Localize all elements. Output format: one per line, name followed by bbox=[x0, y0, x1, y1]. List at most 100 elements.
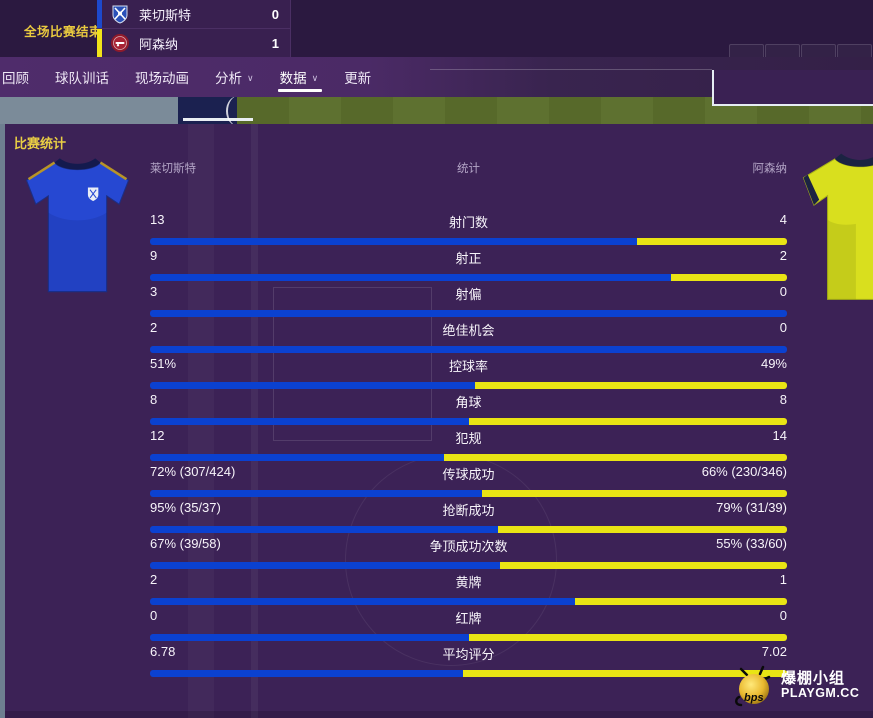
stat-bar-home-segment bbox=[150, 274, 672, 281]
nav-tab-数据[interactable]: 数据 ∨ bbox=[277, 57, 322, 97]
match-status-label: 全场比赛结束 bbox=[24, 25, 103, 39]
stat-comparison-bar bbox=[150, 598, 787, 605]
stat-label: 抢断成功 bbox=[442, 503, 495, 518]
stat-bar-home-segment bbox=[150, 562, 500, 569]
stat-label: 红牌 bbox=[455, 611, 482, 626]
stat-away-value: 7.02 bbox=[761, 644, 787, 659]
watermark-ball-icon: bps bbox=[735, 665, 771, 707]
watermark-name: 爆棚小组 bbox=[781, 669, 846, 687]
home-team-badge-icon bbox=[112, 5, 128, 24]
stat-home-value: 0 bbox=[150, 608, 158, 623]
stat-away-value: 49% bbox=[760, 356, 787, 371]
stat-row: 2 黄牌 1 bbox=[150, 572, 787, 608]
stat-label: 黄牌 bbox=[455, 575, 482, 590]
stat-comparison-bar bbox=[150, 490, 787, 497]
watermark-logo: bps 爆棚小组 PLAYGM.CC bbox=[733, 663, 859, 709]
stat-bar-away-segment bbox=[462, 670, 787, 677]
away-team-badge-icon bbox=[111, 34, 129, 52]
nav-tab-label: 回顾 bbox=[2, 71, 29, 86]
top-score-bar: 全场比赛结束 莱切斯特 0 阿森纳 bbox=[0, 0, 873, 66]
chevron-down-icon: ∨ bbox=[311, 72, 319, 83]
stat-away-value: 4 bbox=[779, 212, 787, 227]
stats-header-row: 莱切斯特 统计 阿森纳 bbox=[150, 160, 787, 176]
away-team-score: 1 bbox=[271, 35, 279, 51]
stat-comparison-bar bbox=[150, 454, 787, 461]
nav-tab-label: 更新 bbox=[344, 71, 372, 86]
away-team-name: 阿森纳 bbox=[139, 36, 179, 52]
stat-away-value: 14 bbox=[772, 428, 787, 443]
scoreboard-divider bbox=[290, 0, 291, 57]
stat-away-value: 2 bbox=[779, 248, 787, 263]
stat-bar-home-segment bbox=[150, 670, 463, 677]
stat-bar-away-segment bbox=[637, 238, 787, 245]
nav-tab-label: 分析 bbox=[215, 71, 242, 86]
stat-away-value: 79% (31/39) bbox=[716, 500, 787, 515]
away-column-header: 阿森纳 bbox=[752, 163, 788, 175]
stat-comparison-bar bbox=[150, 670, 787, 677]
panel-bottom-shade bbox=[5, 711, 873, 718]
stat-label: 射正 bbox=[455, 251, 482, 266]
stat-home-value: 2 bbox=[150, 320, 158, 335]
nav-tab-label: 现场动画 bbox=[135, 71, 189, 86]
stat-bar-away-segment bbox=[497, 526, 787, 533]
stat-bar-home-segment bbox=[150, 634, 469, 641]
stat-home-value: 12 bbox=[150, 428, 165, 443]
stat-away-value: 1 bbox=[779, 572, 787, 587]
stat-home-value: 3 bbox=[150, 284, 158, 299]
svg-text:bps: bps bbox=[744, 692, 764, 704]
stat-row: 6.78 平均评分 7.02 bbox=[150, 644, 787, 680]
pitch-penalty-box-showthrough bbox=[273, 287, 432, 441]
nav-tab-球队训话[interactable]: 球队训话 bbox=[55, 57, 109, 97]
stat-away-value: 8 bbox=[779, 392, 787, 407]
stat-home-value: 2 bbox=[150, 572, 158, 587]
background-panel-outline bbox=[712, 70, 873, 106]
stat-comparison-bar bbox=[150, 634, 787, 641]
stat-label: 角球 bbox=[455, 395, 482, 410]
scoreboard-away-row[interactable]: 阿森纳 1 bbox=[97, 28, 290, 57]
stat-row: 72% (307/424) 传球成功 66% (230/346) bbox=[150, 464, 787, 500]
home-team-score: 0 bbox=[271, 6, 279, 22]
nav-tab-分析[interactable]: 分析 ∨ bbox=[215, 57, 254, 97]
nav-tab-更新[interactable]: 更新 bbox=[344, 57, 371, 97]
stat-home-value: 8 bbox=[150, 392, 158, 407]
stat-bar-home-segment bbox=[150, 310, 787, 317]
stat-home-value: 72% (307/424) bbox=[150, 464, 236, 479]
stat-bar-home-segment bbox=[150, 238, 638, 245]
stadium-stand-background bbox=[0, 97, 178, 124]
stat-bar-away-segment bbox=[468, 634, 787, 641]
stat-home-value: 13 bbox=[150, 212, 165, 227]
stat-row: 2 绝佳机会 0 bbox=[150, 320, 787, 356]
match-stats-panel: 比赛统计 莱切斯特 统计 阿森纳 bbox=[5, 124, 873, 718]
stat-label: 争顶成功次数 bbox=[429, 539, 508, 554]
stat-row: 9 射正 2 bbox=[150, 248, 787, 284]
stat-bar-away-segment bbox=[482, 490, 787, 497]
home-team-shirt bbox=[25, 158, 130, 293]
scoreboard-home-row[interactable]: 莱切斯特 0 bbox=[97, 0, 290, 28]
nav-tab-现场动画[interactable]: 现场动画 bbox=[135, 57, 189, 97]
nav-tab-回顾[interactable]: 回顾 bbox=[2, 57, 29, 97]
stat-row: 12 犯规 14 bbox=[150, 428, 787, 464]
stat-home-value: 95% (35/37) bbox=[150, 500, 221, 515]
pitch-white-line bbox=[183, 118, 253, 121]
stat-comparison-bar bbox=[150, 346, 787, 353]
watermark-url: PLAYGM.CC bbox=[781, 686, 860, 701]
stat-bar-away-segment bbox=[574, 598, 787, 605]
stat-comparison-bar bbox=[150, 526, 787, 533]
stat-home-value: 67% (39/58) bbox=[150, 536, 221, 551]
away-team-shirt bbox=[802, 153, 873, 300]
stat-row: 3 射偏 0 bbox=[150, 284, 787, 320]
background-divider-line bbox=[430, 69, 712, 70]
stat-label: 射偏 bbox=[455, 287, 482, 302]
stat-row: 8 角球 8 bbox=[150, 392, 787, 428]
stat-bar-home-segment bbox=[150, 490, 483, 497]
stat-row: 0 红牌 0 bbox=[150, 608, 787, 644]
nav-tab-label: 数据 bbox=[279, 71, 307, 86]
stat-row: 67% (39/58) 争顶成功次数 55% (33/60) bbox=[150, 536, 787, 572]
stat-label: 控球率 bbox=[448, 359, 489, 374]
stat-bar-away-segment bbox=[474, 382, 787, 389]
stats-table: 莱切斯特 统计 阿森纳 13 射门数 4 9 射正 2 3 射偏 bbox=[150, 160, 787, 677]
stat-bar-home-segment bbox=[150, 382, 475, 389]
stat-away-value: 0 bbox=[779, 284, 787, 299]
stat-comparison-bar bbox=[150, 382, 787, 389]
away-color-indicator bbox=[97, 29, 102, 57]
